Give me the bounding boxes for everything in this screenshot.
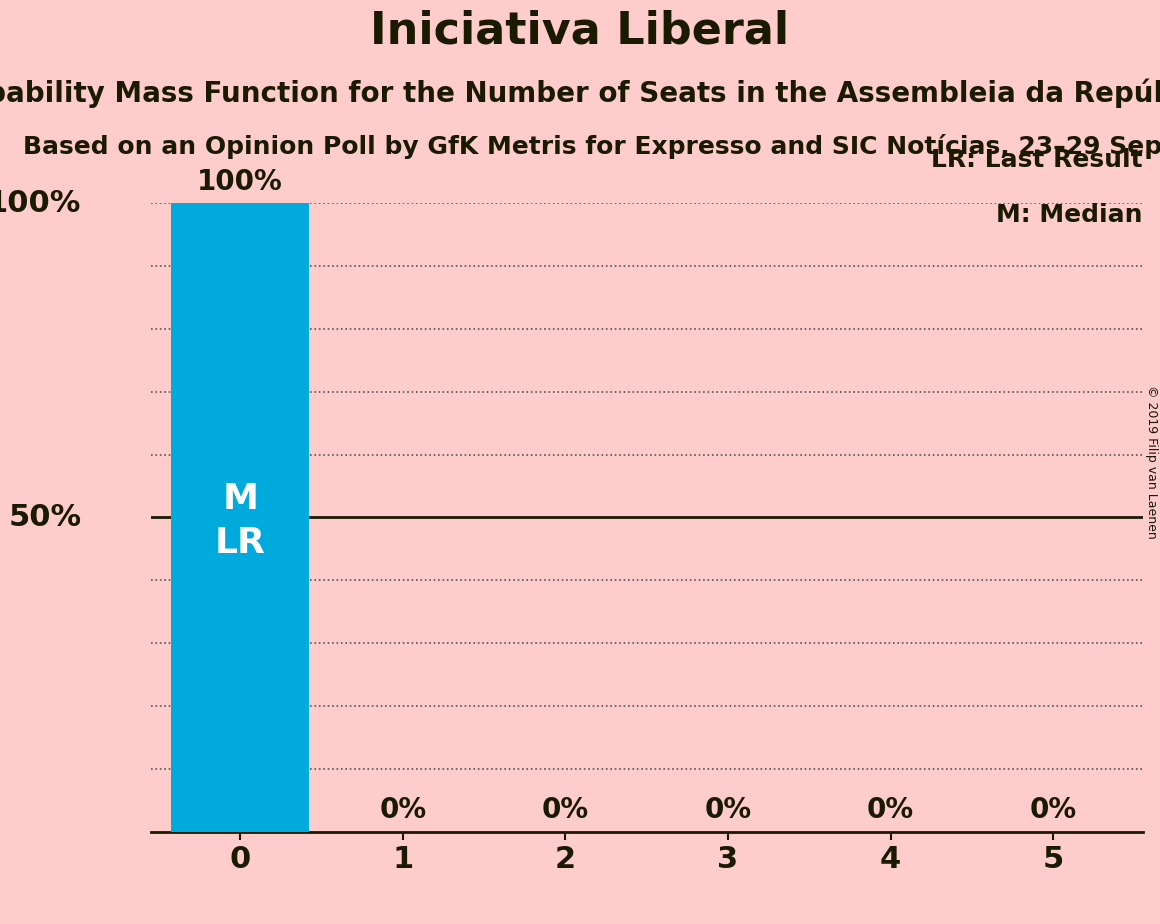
Text: M: Median: M: Median: [996, 203, 1143, 227]
Text: Iniciativa Liberal: Iniciativa Liberal: [370, 9, 790, 53]
Text: 50%: 50%: [8, 503, 81, 532]
Text: 100%: 100%: [0, 188, 81, 218]
Text: 0%: 0%: [867, 796, 914, 824]
Text: 0%: 0%: [704, 796, 752, 824]
Text: Based on an Opinion Poll by GfK Metris for Expresso and SIC Notícias, 23–29 Sept: Based on an Opinion Poll by GfK Metris f…: [23, 134, 1160, 159]
Text: Probability Mass Function for the Number of Seats in the Assembleia da República: Probability Mass Function for the Number…: [0, 79, 1160, 108]
Text: 100%: 100%: [197, 168, 283, 196]
Text: M: M: [223, 481, 259, 516]
Text: 0%: 0%: [379, 796, 427, 824]
Text: 0%: 0%: [1030, 796, 1076, 824]
Text: © 2019 Filip van Laenen: © 2019 Filip van Laenen: [1145, 385, 1158, 539]
Text: 0%: 0%: [542, 796, 589, 824]
Text: LR: Last Result: LR: Last Result: [931, 148, 1143, 172]
Text: LR: LR: [215, 526, 266, 560]
Bar: [172, 203, 310, 832]
